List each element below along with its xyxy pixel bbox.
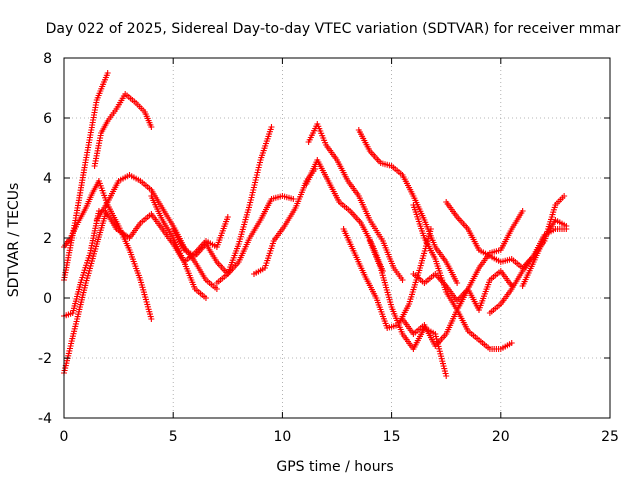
y-tick-label: -2 — [38, 351, 52, 367]
data-point-markers — [170, 124, 275, 277]
series-track-11 — [170, 124, 275, 277]
chart-title: Day 022 of 2025, Sidereal Day-to-day VTE… — [46, 21, 621, 37]
series-track-09 — [102, 208, 209, 301]
data-point-markers — [519, 217, 570, 289]
x-tick-label: 0 — [60, 429, 69, 445]
data-point-markers — [399, 307, 515, 352]
data-point-markers — [410, 202, 515, 313]
x-tick-label: 20 — [492, 429, 510, 445]
data-point-markers — [61, 70, 111, 283]
series-track-12 — [213, 193, 297, 286]
series-track-19 — [399, 307, 515, 352]
data-point-markers — [366, 238, 450, 379]
series-track-08 — [148, 187, 220, 292]
data-point-markers — [486, 226, 570, 316]
x-tick-label: 25 — [601, 429, 619, 445]
y-tick-label: 4 — [43, 171, 52, 187]
data-point-markers — [148, 187, 220, 292]
y-axis-label: SDTVAR / TECUs — [6, 183, 22, 298]
series-track-20 — [410, 202, 515, 313]
data-point-markers — [355, 127, 461, 286]
data-point-markers — [61, 211, 109, 376]
series-track-02 — [91, 91, 155, 169]
x-tick-label: 5 — [169, 429, 178, 445]
y-tick-label: 8 — [43, 51, 52, 67]
series-track-23 — [486, 226, 570, 316]
x-tick-label: 15 — [383, 429, 401, 445]
series-track-18 — [366, 238, 450, 379]
axis-layer: 0 5 10 15 20 25 -4 -2 0 2 4 6 8 — [38, 51, 619, 445]
series-track-07 — [93, 172, 155, 223]
data-point-markers — [305, 121, 406, 283]
series-track-01 — [61, 70, 111, 283]
data-point-markers — [91, 91, 155, 169]
x-tick-label: 10 — [273, 429, 291, 445]
y-tick-label: -4 — [38, 411, 52, 427]
series-track-24 — [519, 217, 570, 289]
series-track-16 — [355, 127, 461, 286]
y-tick-label: 2 — [43, 231, 52, 247]
y-tick-label: 0 — [43, 291, 52, 307]
data-point-markers — [213, 193, 297, 286]
x-axis-label: GPS time / hours — [276, 459, 393, 475]
data-point-markers — [95, 178, 155, 322]
grid-layer — [64, 58, 610, 418]
y-tick-label: 6 — [43, 111, 52, 127]
data-layer — [61, 70, 570, 379]
data-point-markers — [102, 208, 209, 301]
series-track-04 — [95, 178, 155, 322]
data-point-markers — [93, 172, 155, 223]
series-track-14 — [305, 121, 406, 283]
series-track-05 — [61, 211, 109, 376]
